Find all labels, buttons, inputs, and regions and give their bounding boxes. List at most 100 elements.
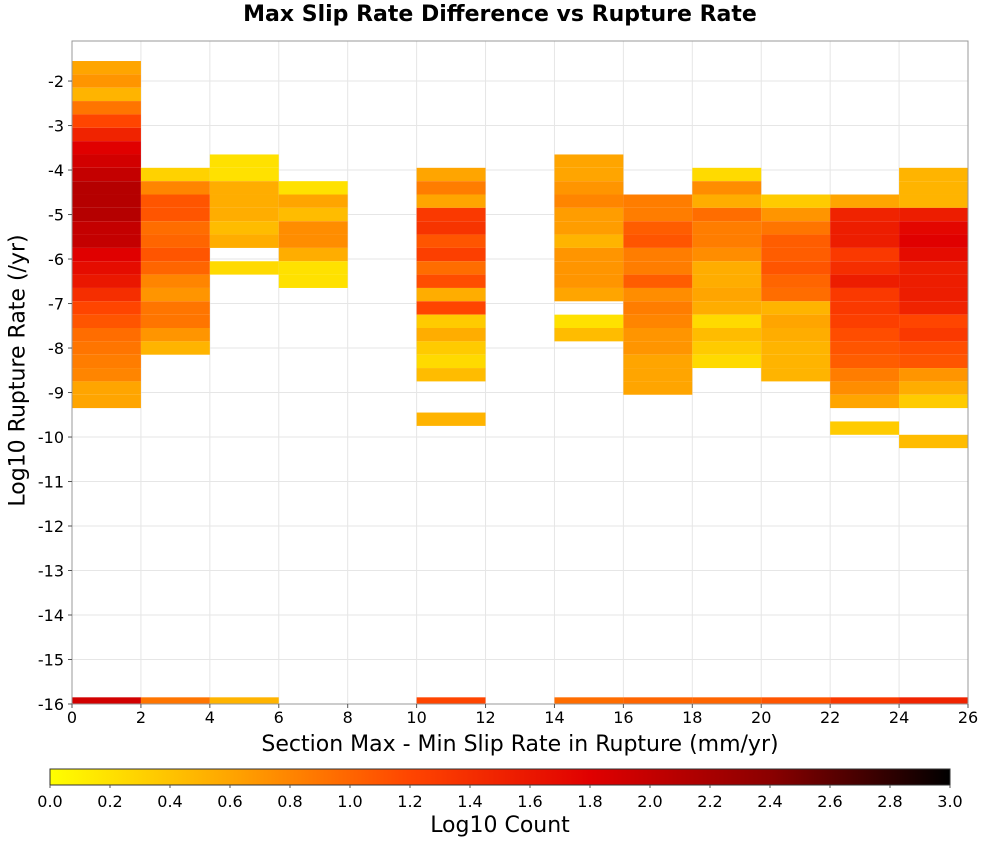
colorbar-tick-label: 2.2	[697, 792, 722, 811]
heatmap-cell	[830, 234, 900, 248]
heatmap-cell	[899, 381, 968, 395]
y-axis-ticks: -16 -15 -14 -13 -12 -11 -10 -9 -8 -7 -6 -5 -4 -3 -2	[38, 72, 72, 714]
heatmap-cell	[554, 247, 624, 262]
heatmap-cell	[692, 314, 762, 329]
heatmap-cell	[72, 314, 141, 329]
x-tick-label: 16	[613, 708, 633, 727]
heatmap-cell	[72, 354, 141, 369]
heatmap-cell	[899, 261, 968, 275]
x-tick-label: 18	[682, 708, 702, 727]
heatmap-cell	[278, 261, 348, 275]
colorbar-tick-label: 1.8	[577, 792, 602, 811]
heatmap-cell	[209, 167, 279, 182]
heatmap-cell	[72, 207, 141, 222]
heatmap-cell	[140, 221, 210, 235]
heatmap-cell	[416, 341, 486, 355]
heatmap-cell	[830, 194, 900, 208]
plot-frame	[71, 40, 969, 705]
heatmap-cell	[416, 247, 486, 262]
heatmap-cell	[623, 194, 693, 208]
heatmap-cell	[623, 221, 693, 235]
heatmap-cell	[72, 287, 141, 302]
heatmap-cell	[72, 301, 141, 315]
y-tick-label: -6	[48, 250, 64, 269]
colorbar-tick-label: 0.4	[157, 792, 182, 811]
heatmap-cell	[72, 328, 141, 342]
heatmap-cell	[140, 328, 210, 342]
heatmap-cell	[72, 194, 141, 208]
heatmap-cell	[761, 274, 831, 288]
x-tick-label: 6	[274, 708, 284, 727]
heatmap-cell	[72, 221, 141, 235]
heatmap-cell	[72, 247, 141, 262]
heatmap-cell	[140, 274, 210, 288]
heatmap-cell	[830, 394, 900, 409]
heatmap-cell	[623, 341, 693, 355]
x-axis-ticks: 0 2 4 6 8 10 12 14 16 18 20 22 24 26	[67, 704, 978, 727]
colorbar-tick-label: 2.4	[757, 792, 782, 811]
heatmap-cell	[761, 697, 831, 704]
y-tick-label: -8	[48, 339, 64, 358]
heatmap-cell	[830, 381, 900, 395]
heatmap-cell	[899, 314, 968, 329]
heatmap-cell	[899, 181, 968, 195]
heatmap-cell	[692, 301, 762, 315]
colorbar-tick-label: 0.8	[277, 792, 302, 811]
heatmap-cell	[416, 412, 486, 426]
heatmap-cell	[692, 328, 762, 342]
heatmap-cell	[554, 167, 624, 182]
heatmap-cell	[72, 114, 141, 128]
heatmap-cell	[899, 301, 968, 315]
heatmap-cell	[623, 261, 693, 275]
heatmap-cell	[899, 221, 968, 235]
heatmap-cell	[830, 301, 900, 315]
x-tick-label: 4	[205, 708, 215, 727]
heatmap-cell	[761, 221, 831, 235]
heatmap-cell	[140, 341, 210, 355]
heatmap-cell	[209, 261, 279, 275]
heatmap-cell	[899, 434, 968, 449]
heatmap-cell	[416, 221, 486, 235]
heatmap-cell	[72, 261, 141, 275]
heatmap-cell	[692, 261, 762, 275]
colorbar-tick-label: 0.2	[97, 792, 122, 811]
heatmap-cell	[623, 314, 693, 329]
heatmap-cell	[416, 261, 486, 275]
heatmap-cell	[692, 697, 762, 704]
y-tick-label: -13	[38, 562, 64, 581]
heatmap-cell	[554, 328, 624, 342]
heatmap-cell	[830, 421, 900, 435]
heatmap-cell	[416, 167, 486, 182]
heatmap-cell	[761, 301, 831, 315]
heatmap-cell	[209, 697, 279, 704]
heatmap-cell	[72, 167, 141, 182]
heatmap-cell	[140, 247, 210, 262]
heatmap-cell	[899, 167, 968, 182]
heatmap-cell	[416, 207, 486, 222]
heatmap-cell	[72, 87, 141, 102]
heatmap-cell	[830, 368, 900, 382]
heatmap-cell	[278, 181, 348, 195]
heatmap-cell	[554, 181, 624, 195]
heatmap-cell	[278, 247, 348, 262]
colorbar-tick-label: 1.0	[337, 792, 362, 811]
colorbar-tick-label: 2.0	[637, 792, 662, 811]
heatmap-cell	[761, 328, 831, 342]
heatmap-cell	[761, 354, 831, 369]
heatmap-cell	[761, 207, 831, 222]
heatmap-cell	[72, 274, 141, 288]
heatmap-cell	[830, 207, 900, 222]
colorbar-tick-label: 1.4	[457, 792, 482, 811]
heatmap-cell	[416, 181, 486, 195]
heatmap-cell	[830, 221, 900, 235]
x-tick-label: 0	[67, 708, 77, 727]
heatmap-cell	[761, 247, 831, 262]
heatmap-cell	[72, 154, 141, 168]
y-axis-label-text: Log10 Rupture Rate (/yr)	[5, 234, 31, 507]
heatmap-cell	[416, 287, 486, 302]
heatmap-cell	[761, 234, 831, 248]
x-tick-label: 2	[136, 708, 146, 727]
heatmap-cell	[623, 247, 693, 262]
heatmap-cell	[830, 274, 900, 288]
heatmap-cell	[692, 194, 762, 208]
